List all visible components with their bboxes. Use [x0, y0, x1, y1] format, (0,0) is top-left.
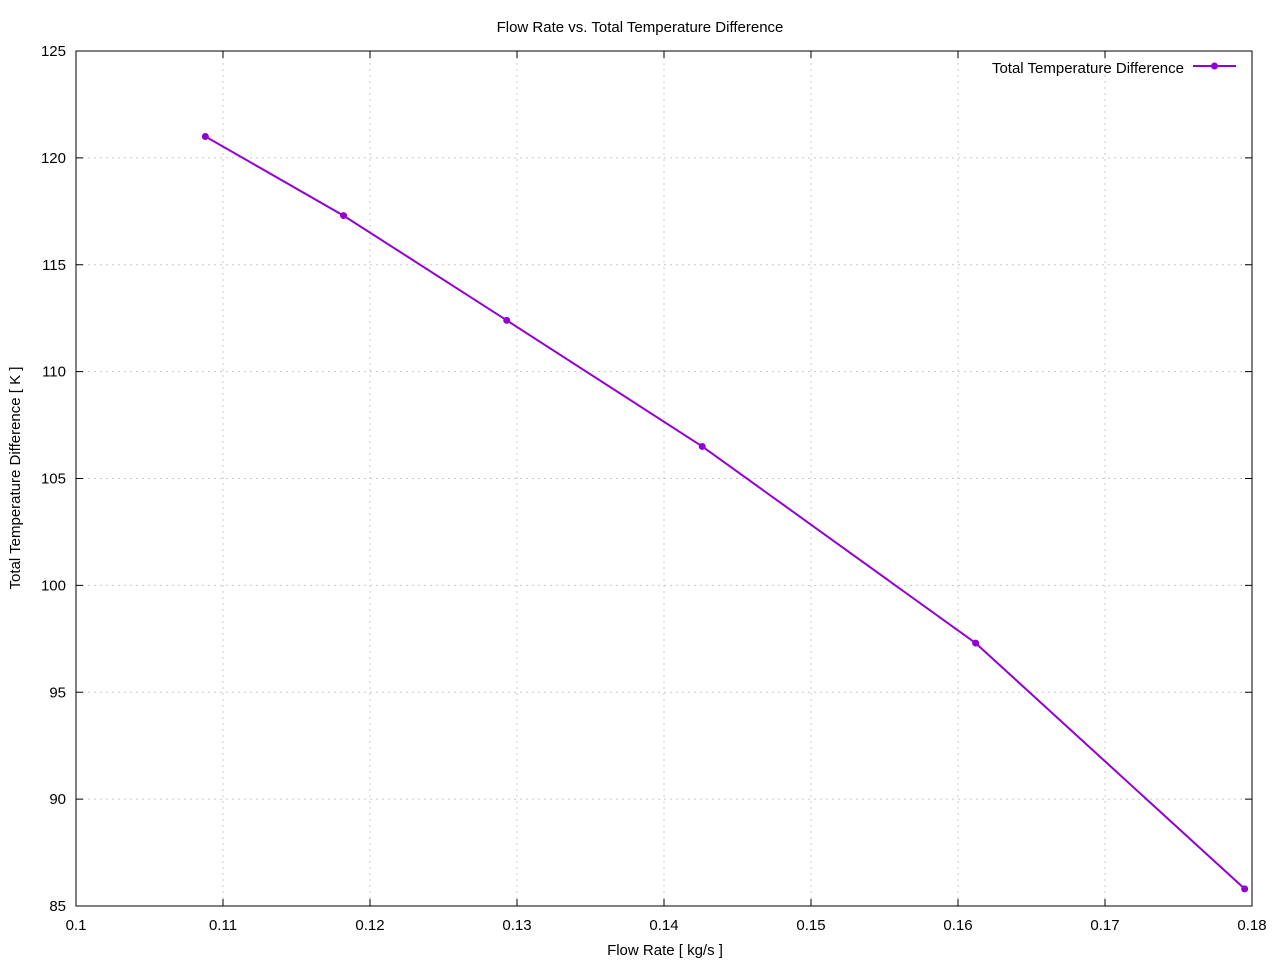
x-tick-label: 0.16 — [943, 917, 972, 934]
legend-marker — [1211, 62, 1218, 70]
y-axis-label: Total Temperature Difference [ K ] — [7, 367, 24, 590]
data-point — [698, 442, 706, 450]
y-tick-label: 115 — [42, 257, 66, 274]
x-tick-labels: 0.1 0.11 0.12 0.13 0.14 0.15 0.16 0.17 0.18 — [66, 917, 1267, 934]
x-tick-label: 0.18 — [1237, 917, 1266, 934]
x-tick-label: 0.14 — [649, 917, 678, 934]
legend-label: Total Temperature Difference — [992, 60, 1184, 77]
y-tick-label: 100 — [41, 577, 66, 594]
chart-title: Flow Rate vs. Total Temperature Differen… — [497, 19, 784, 36]
y-tick-label: 90 — [49, 791, 66, 808]
data-point — [972, 639, 980, 647]
x-tick-label: 0.11 — [209, 917, 237, 934]
data-point — [1241, 885, 1249, 893]
y-tick-label: 125 — [41, 43, 66, 60]
y-tick-label: 85 — [49, 898, 66, 915]
y-tick-label: 95 — [49, 684, 66, 701]
legend: Total Temperature Difference — [992, 60, 1236, 77]
x-tick-label: 0.13 — [502, 917, 531, 934]
x-tick-label: 0.17 — [1090, 917, 1119, 934]
y-tick-labels: 85 90 95 100 105 110 115 120 125 — [41, 43, 66, 915]
x-axis-label: Flow Rate [ kg/s ] — [607, 942, 723, 959]
y-tick-label: 110 — [42, 364, 66, 381]
y-tick-label: 105 — [41, 471, 66, 488]
x-tick-label: 0.1 — [66, 917, 87, 934]
y-tick-label: 120 — [41, 150, 66, 167]
axis-ticks — [75, 50, 1253, 907]
grid-lines — [76, 51, 1252, 906]
data-point — [201, 133, 209, 140]
x-tick-label: 0.15 — [796, 917, 825, 934]
series-layer — [201, 133, 1249, 893]
data-point — [503, 316, 511, 324]
x-tick-label: 0.12 — [355, 917, 384, 934]
data-point — [340, 212, 348, 220]
series-line — [204, 135, 1246, 890]
